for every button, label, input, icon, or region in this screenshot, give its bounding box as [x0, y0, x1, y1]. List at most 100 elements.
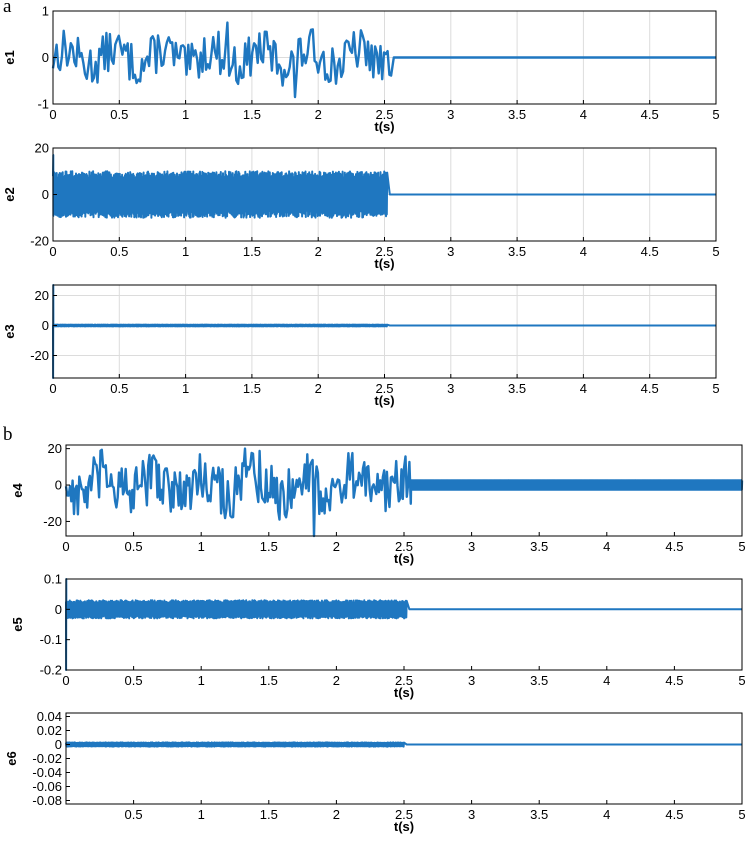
y-tick-label: -0.02 — [32, 751, 62, 766]
chart-e3: 0 0.5 1 1.5 2 2.5 3 3.5 4 4.5 5 -20 0 20 t(s) e3 — [2, 284, 720, 408]
x-tick-label: 1.5 — [243, 244, 261, 259]
series-line-e4 — [64, 447, 744, 538]
x-tick-label: 0.5 — [110, 107, 128, 122]
x-tick-label: 5 — [712, 244, 719, 259]
x-tick-label: 3.5 — [530, 807, 548, 822]
x-tick-label: 2.5 — [375, 107, 393, 122]
y-tick-label: -0.08 — [32, 793, 62, 808]
series-line-e6 — [65, 741, 742, 748]
x-tick-label: 0.5 — [110, 381, 128, 396]
y-tick-label: 0.04 — [37, 709, 62, 724]
y-tick-label: -1 — [37, 97, 49, 112]
x-axis-label: t(s) — [394, 819, 414, 834]
y-axis-label: e5 — [10, 617, 25, 631]
x-tick-label: 1.5 — [260, 539, 278, 554]
y-tick-label: 0 — [42, 50, 49, 65]
x-tick-label: 1 — [182, 244, 189, 259]
x-tick-label: 4 — [603, 673, 610, 688]
y-tick-label: -0.06 — [32, 779, 62, 794]
x-tick-label: 2 — [315, 244, 322, 259]
x-tick-label: 3.5 — [508, 381, 526, 396]
x-tick-label: 2.5 — [395, 807, 413, 822]
y-tick-label: 0 — [42, 187, 49, 202]
x-tick-label: 4 — [580, 244, 587, 259]
x-tick-label: 3.5 — [508, 244, 526, 259]
x-tick-label: 4.5 — [665, 539, 683, 554]
x-tick-label: 2.5 — [375, 381, 393, 396]
x-tick-label: 3.5 — [530, 673, 548, 688]
y-axis-label: e1 — [2, 50, 17, 64]
x-tick-label: 1 — [182, 107, 189, 122]
series-line-e1 — [51, 21, 716, 99]
x-tick-label: 3 — [468, 673, 475, 688]
x-tick-label: 0 — [49, 107, 56, 122]
plot-frame — [65, 712, 743, 805]
series-line-e5 — [65, 578, 742, 671]
plot-frame — [65, 578, 743, 671]
x-tick-label: 5 — [738, 539, 745, 554]
y-tick-label: 20 — [35, 288, 49, 303]
y-tick-label: 0.1 — [44, 572, 62, 587]
x-tick-label: 2 — [315, 381, 322, 396]
x-tick-label: 1 — [198, 673, 205, 688]
y-tick-label: 0 — [55, 737, 62, 752]
x-tick-label: 1.5 — [260, 673, 278, 688]
y-tick-label: -20 — [30, 234, 49, 249]
chart-e6: 0.5 1 1.5 2 2.5 3 3.5 4 4.5 5 -0.08-0.06-0.04-0.02… — [4, 709, 746, 834]
x-tick-label: 5 — [738, 807, 745, 822]
x-tick-label: 5 — [712, 107, 719, 122]
x-tick-label: 5 — [738, 673, 745, 688]
y-tick-label: -0.2 — [40, 663, 62, 678]
x-tick-label: 1 — [198, 807, 205, 822]
x-axis-label: t(s) — [374, 256, 394, 271]
y-tick-label: -20 — [43, 514, 62, 529]
x-tick-label: 3 — [468, 539, 475, 554]
panel-label-a: a — [3, 0, 12, 17]
y-tick-label: -0.04 — [32, 765, 62, 780]
x-tick-label: 4 — [580, 107, 587, 122]
x-tick-label: 0 — [62, 539, 69, 554]
x-axis-label: t(s) — [394, 551, 414, 566]
x-tick-label: 1.5 — [260, 807, 278, 822]
x-tick-label: 0 — [62, 673, 69, 688]
x-tick-label: 3.5 — [508, 107, 526, 122]
x-tick-label: 1.5 — [243, 381, 261, 396]
x-tick-label: 5 — [712, 381, 719, 396]
x-tick-label: 4 — [603, 539, 610, 554]
y-axis-label: e6 — [4, 751, 19, 765]
x-tick-label: 4.5 — [665, 673, 683, 688]
x-tick-label: 4.5 — [641, 107, 659, 122]
x-tick-label: 2 — [333, 673, 340, 688]
x-tick-label: 0.5 — [125, 539, 143, 554]
x-tick-label: 2.5 — [395, 673, 413, 688]
chart-e5: 0 0.5 1 1.5 2 2.5 3 3.5 4 4.5 5 -0.2 -0.1 0 0.1 t(s) e5 — [10, 572, 746, 701]
y-axis-label: e4 — [10, 483, 25, 498]
x-tick-label: 0 — [49, 244, 56, 259]
y-tick-label: 0 — [42, 318, 49, 333]
series-line-e2 — [52, 154, 716, 219]
y-axis-label: e2 — [2, 187, 17, 201]
x-axis-label: t(s) — [394, 685, 414, 700]
y-tick-label: 1 — [42, 4, 49, 19]
y-tick-label: 20 — [35, 141, 49, 156]
panel-label-b: b — [3, 424, 13, 445]
x-tick-label: 4.5 — [641, 381, 659, 396]
x-tick-label: 1 — [198, 539, 205, 554]
x-tick-label: 0.5 — [125, 673, 143, 688]
y-tick-label: 0 — [55, 478, 62, 493]
y-tick-label: -0.1 — [40, 632, 62, 647]
x-tick-label: 1 — [182, 381, 189, 396]
x-tick-label: 4.5 — [665, 807, 683, 822]
y-axis-label: e3 — [2, 324, 17, 338]
x-tick-label: 3.5 — [530, 539, 548, 554]
x-axis-label: t(s) — [374, 393, 394, 408]
x-tick-label: 3 — [447, 381, 454, 396]
series-line-e3 — [52, 284, 716, 379]
y-tick-label: -20 — [30, 348, 49, 363]
x-tick-label: 0.5 — [110, 244, 128, 259]
x-tick-label: 1.5 — [243, 107, 261, 122]
